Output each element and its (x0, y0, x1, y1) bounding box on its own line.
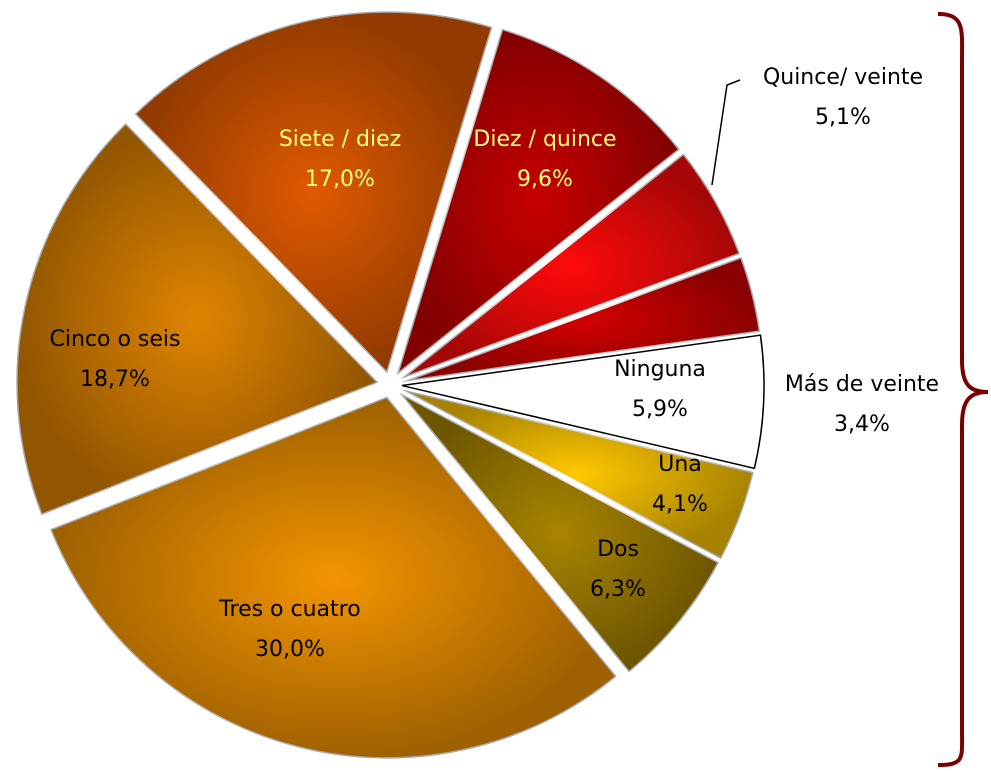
slice-label: Una (658, 452, 702, 477)
slice-outline (401, 334, 765, 470)
value-label: 18,7% (80, 367, 150, 392)
slice-label: Siete / diez (279, 127, 401, 152)
leader-line (711, 79, 741, 186)
value-label: 5,1% (815, 105, 871, 130)
value-label: 3,4% (834, 412, 890, 437)
slice-label: Dos (597, 537, 639, 562)
value-label: 9,6% (517, 167, 573, 192)
slice-label: Tres o cuatro (218, 597, 360, 622)
slice-label: Ninguna (614, 357, 706, 382)
slice-label: Cinco o seis (50, 327, 181, 352)
value-label: 4,1% (652, 492, 708, 517)
brace (937, 12, 989, 767)
labels: Ninguna 5,9% Una 4,1% Dos 6,3% Tres o cuatro 30… (50, 65, 940, 662)
value-label: 17,0% (305, 167, 375, 192)
slice-label: Diez / quince (473, 127, 616, 152)
value-label: 30,0% (255, 637, 325, 662)
value-label: 5,9% (632, 397, 688, 422)
value-label: 6,3% (590, 577, 646, 602)
slice-label: Más de veinte (785, 372, 939, 397)
slice-label: Quince/ veinte (763, 65, 923, 90)
